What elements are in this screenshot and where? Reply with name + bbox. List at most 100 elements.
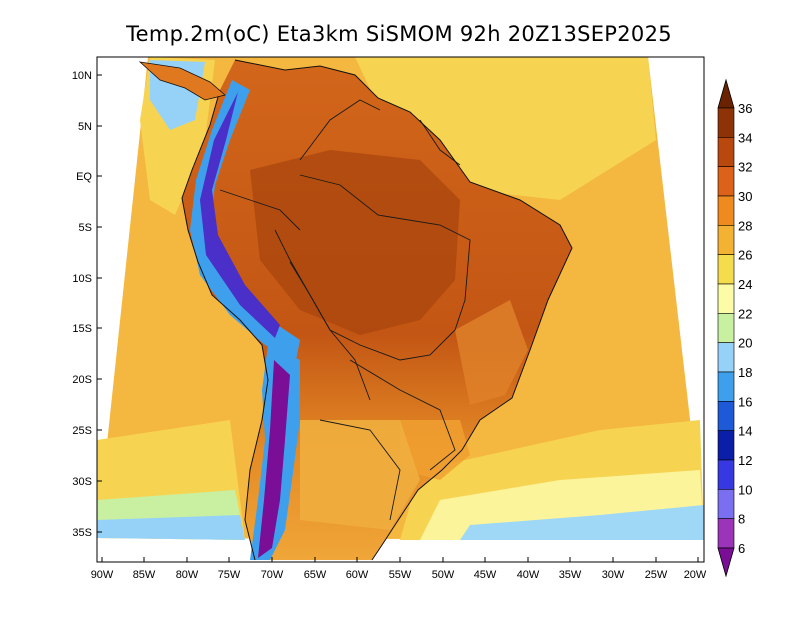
lon-label-75w: 75W [218, 569, 241, 581]
colorbar-label: 10 [738, 482, 752, 497]
lon-label-65w: 65W [304, 569, 327, 581]
lon-tick-60w: 60W [346, 557, 369, 581]
lat-label-20s: 20S [72, 374, 92, 386]
colorbar-swatch [717, 459, 735, 490]
lon-label-90w: 90W [91, 569, 114, 581]
lon-tick-90w: 90W [91, 557, 114, 581]
colorbar-label: 16 [738, 394, 752, 409]
southern-andes-core [258, 360, 290, 558]
lon-label-85w: 85W [133, 569, 156, 581]
pacific-coastline [181, 89, 269, 561]
colorbar-swatch [717, 254, 735, 285]
lat-tick-25s: 25S [72, 425, 102, 437]
colorbar-label: 20 [738, 336, 752, 351]
lat-tick-eq: EQ [76, 171, 102, 183]
lat-label-15s: 15S [72, 323, 92, 335]
lon-label-60w: 60W [346, 569, 369, 581]
colorbar-label: 28 [738, 218, 752, 233]
colorbar: 6 8 10 12 14 16 18 20 22 24 26 28 30 32 34 36 [717, 78, 752, 578]
colorbar-label: 24 [738, 277, 752, 292]
lon-label-55w: 55W [389, 569, 412, 581]
lat-label-5n: 5N [78, 121, 92, 133]
colorbar-label: 36 [738, 101, 752, 116]
colorbar-swatch [717, 283, 735, 314]
andes-core [200, 92, 280, 338]
colorbar-swatch [717, 342, 735, 373]
lat-label-10n: 10N [72, 70, 92, 82]
colorbar-swatch [717, 107, 735, 138]
longitude-axis: 90W 85W 80W 75W 70W 65W 60W 55W 50W 45W … [91, 557, 707, 581]
colorbar-label: 8 [738, 512, 745, 527]
lat-tick-10n: 10N [72, 70, 102, 82]
lon-tick-35w: 35W [559, 557, 582, 581]
lon-label-30w: 30W [602, 569, 625, 581]
lon-tick-65w: 65W [304, 557, 327, 581]
lat-tick-5n: 5N [78, 121, 102, 133]
colorbar-label: 26 [738, 248, 752, 263]
lat-tick-15s: 15S [72, 323, 102, 335]
lat-tick-10s: 10S [72, 273, 102, 285]
lat-label-35s: 35S [72, 527, 92, 539]
colorbar-labels: 6 8 10 12 14 16 18 20 22 24 26 28 30 32 34 36 [738, 101, 752, 556]
lon-label-40w: 40W [517, 569, 540, 581]
lat-tick-30s: 30S [72, 476, 102, 488]
lon-tick-85w: 85W [133, 557, 156, 581]
colorbar-swatch [717, 371, 735, 402]
lon-tick-75w: 75W [218, 557, 241, 581]
colorbar-label: 12 [738, 453, 752, 468]
lat-label-25s: 25S [72, 425, 92, 437]
lon-tick-45w: 45W [474, 557, 497, 581]
ocean-north-atlantic [355, 57, 656, 200]
colorbar-arrow-min [717, 547, 735, 578]
colorbar-swatch [717, 401, 735, 431]
colorbar-swatch [717, 313, 735, 343]
central-america [138, 61, 226, 101]
map-title: Temp.2m(oC) Eta3km SiSMOM 92h 20Z13SEP20… [125, 22, 672, 46]
colorbar-label: 14 [738, 424, 752, 439]
highlands-warm [455, 300, 528, 405]
coastline [234, 59, 573, 561]
colorbar-swatch [717, 430, 735, 461]
ocean-pacific-cold [97, 515, 245, 540]
lat-label-10s: 10S [72, 273, 92, 285]
amazon-hot-region [250, 150, 460, 335]
lon-tick-20w: 20W [684, 557, 707, 581]
lon-tick-70w: 70W [261, 557, 284, 581]
lon-tick-40w: 40W [517, 557, 540, 581]
lon-label-80w: 80W [176, 569, 199, 581]
colorbar-swatch [717, 195, 735, 226]
lon-tick-55w: 55W [389, 557, 412, 581]
colorbar-swatches [717, 78, 735, 578]
colorbar-arrow-max [717, 78, 735, 109]
colorbar-label: 18 [738, 365, 752, 380]
country-borders [219, 99, 471, 521]
colorbar-label: 22 [738, 306, 752, 321]
lat-label-30s: 30S [72, 476, 92, 488]
pampas-warm [300, 420, 420, 530]
colorbar-swatch [717, 489, 735, 519]
lat-tick-20s: 20S [72, 374, 102, 386]
lon-label-70w: 70W [261, 569, 284, 581]
map-panel [97, 57, 704, 562]
lat-label-5s: 5S [79, 222, 92, 234]
colorbar-label: 34 [738, 130, 752, 145]
lon-label-45w: 45W [474, 569, 497, 581]
lon-label-20w: 20W [684, 569, 707, 581]
colorbar-label: 32 [738, 160, 752, 175]
colorbar-swatch [717, 225, 735, 255]
lon-tick-80w: 80W [176, 557, 199, 581]
lat-label-eq: EQ [76, 171, 92, 183]
colorbar-swatch [717, 166, 735, 197]
latitude-axis: 10N 5N EQ 5S 10S 15S 20S 25S 30S 35S [72, 70, 102, 539]
colorbar-label: 30 [738, 189, 752, 204]
southern-brazil-mild [400, 420, 470, 480]
lon-tick-25w: 25W [645, 557, 668, 581]
lat-tick-35s: 35S [72, 527, 102, 539]
colorbar-swatch [717, 137, 735, 167]
lon-label-35w: 35W [559, 569, 582, 581]
colorbar-label: 6 [738, 541, 745, 556]
lon-tick-30w: 30W [602, 557, 625, 581]
lon-tick-50w: 50W [432, 557, 455, 581]
colorbar-swatch [717, 518, 735, 549]
